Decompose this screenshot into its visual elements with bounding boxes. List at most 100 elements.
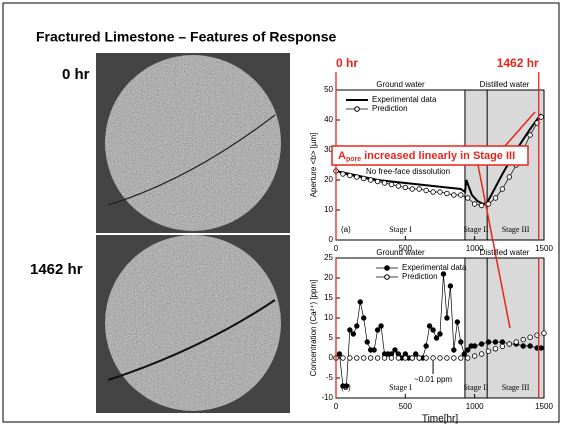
data-point <box>440 271 447 277</box>
data-point <box>471 201 478 207</box>
y-tick-label: 25 <box>324 253 333 262</box>
region-label: Distilled water <box>480 248 530 257</box>
legend-label: Experimental data <box>372 95 437 104</box>
legend-marker <box>354 106 360 112</box>
data-point <box>347 172 353 179</box>
data-point <box>458 339 464 345</box>
annotation-subscript: pore <box>346 156 361 163</box>
slide-title: Fractured Limestone – Features of Respon… <box>36 29 337 45</box>
data-point <box>367 177 374 183</box>
data-point <box>347 327 353 333</box>
data-point <box>471 343 478 349</box>
data-point <box>451 347 457 353</box>
data-point <box>437 189 443 195</box>
y-tick-label: 5 <box>329 333 334 342</box>
data-point <box>388 355 395 361</box>
data-point <box>378 323 384 329</box>
data-point <box>423 343 429 349</box>
data-point <box>413 351 419 357</box>
data-point <box>409 186 415 192</box>
data-point <box>485 339 492 345</box>
region-label: Distilled water <box>480 80 530 89</box>
chart-note: No free-face dissolution <box>366 167 450 176</box>
data-point <box>538 114 544 120</box>
chart-note: ~0.01 ppm <box>414 375 452 384</box>
data-point <box>340 355 346 361</box>
ct-image <box>96 53 290 233</box>
data-point <box>478 341 485 347</box>
shaded-region <box>464 258 544 398</box>
x-tick-label: 1000 <box>466 244 484 253</box>
data-point <box>336 351 343 357</box>
x-tick-label: 1500 <box>535 244 553 253</box>
data-point <box>426 323 433 329</box>
data-point <box>499 186 506 192</box>
data-point <box>374 355 381 361</box>
data-point <box>499 339 506 345</box>
data-point <box>461 351 467 357</box>
data-point <box>437 355 443 361</box>
x-axis-label: Time[hr] <box>422 414 459 425</box>
slide-border <box>2 2 560 423</box>
legend-marker <box>384 274 390 280</box>
stage-label: Stage II <box>463 383 488 392</box>
y-tick-label: 0 <box>329 353 334 362</box>
data-point <box>423 187 429 194</box>
stage-label: Stage III <box>502 383 530 392</box>
data-point <box>364 339 370 345</box>
data-point <box>444 355 450 361</box>
y-tick-label: -10 <box>321 393 333 402</box>
data-point <box>430 189 436 195</box>
region-label: Ground water <box>376 80 425 89</box>
time-marker-label: 0 hr <box>336 56 358 70</box>
data-point <box>520 343 526 349</box>
data-point <box>499 343 506 350</box>
data-point <box>381 355 388 361</box>
stage-label: Stage I <box>389 383 412 392</box>
data-point <box>478 351 485 357</box>
data-point <box>454 319 461 325</box>
region-label: Ground water <box>376 248 425 257</box>
data-point <box>527 334 533 340</box>
data-point <box>520 336 526 343</box>
data-point <box>343 383 350 389</box>
y-tick-label: -5 <box>326 373 334 382</box>
data-point <box>538 345 544 351</box>
data-point <box>458 355 464 361</box>
y-tick-label: 20 <box>324 273 333 282</box>
y-tick-label: 10 <box>324 313 333 322</box>
data-point <box>381 180 388 186</box>
y-tick-label: 20 <box>324 175 333 184</box>
data-point <box>458 192 464 198</box>
legend-label: Prediction <box>402 272 438 281</box>
data-point <box>447 283 454 289</box>
y-tick-label: 40 <box>324 115 333 124</box>
y-axis-label: Aperture <b> [µm] <box>309 133 318 198</box>
data-point <box>465 195 471 201</box>
data-point <box>527 132 533 138</box>
data-point <box>506 174 513 180</box>
data-point <box>423 355 429 361</box>
data-point <box>541 330 547 336</box>
data-point <box>354 174 360 180</box>
data-point <box>430 355 436 361</box>
data-point <box>361 315 367 321</box>
y-tick-label: 50 <box>324 85 333 94</box>
annotation-text: increased linearly in Stage III <box>364 150 515 162</box>
stage-label: Stage III <box>502 225 530 234</box>
data-point <box>433 335 440 341</box>
data-point <box>361 175 367 182</box>
image-label: 0 hr <box>62 66 90 83</box>
data-point <box>395 355 402 361</box>
data-point <box>492 195 499 201</box>
data-point <box>340 171 346 177</box>
data-point <box>395 183 402 189</box>
data-point <box>371 347 377 353</box>
x-tick-label: 0 <box>334 244 339 253</box>
data-point <box>485 348 492 354</box>
data-point <box>374 178 381 185</box>
data-point <box>430 327 436 333</box>
data-point <box>354 355 360 361</box>
